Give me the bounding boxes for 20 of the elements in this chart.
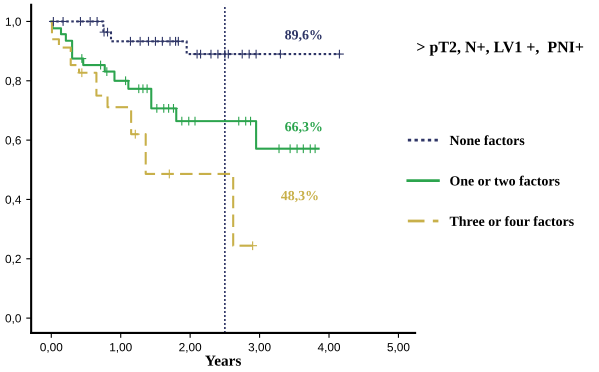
annotation: 48,3% bbox=[281, 190, 318, 202]
text: > pT2, N+, LV1 +, PNI+ bbox=[417, 42, 584, 56]
x-tick-label: 4,00 bbox=[318, 342, 340, 353]
y-tick-label: 0,4 bbox=[5, 195, 22, 206]
x-tick-label: 0,00 bbox=[40, 342, 62, 353]
y-tick-label: 1,0 bbox=[6, 17, 21, 28]
legend-label: Three or four factors bbox=[450, 216, 574, 226]
annotation: 89,6% bbox=[285, 30, 322, 42]
legend-label: None factors bbox=[450, 135, 524, 146]
x-tick-label: 5,00 bbox=[387, 342, 410, 353]
y-tick-label: 0,6 bbox=[5, 136, 21, 146]
y-tick-label: 0,0 bbox=[5, 314, 21, 324]
annotation: 66,3% bbox=[285, 122, 322, 134]
y-tick-label: 0,2 bbox=[5, 254, 21, 265]
x-tick-label: 2,00 bbox=[179, 342, 202, 353]
x-tick-label: 3,00 bbox=[248, 342, 271, 353]
x-tick-label: 1,00 bbox=[110, 342, 132, 353]
x-axis-title: Years bbox=[205, 356, 241, 366]
y-tick-label: 0,8 bbox=[5, 76, 21, 87]
legend-label: One or two factors bbox=[450, 176, 560, 186]
